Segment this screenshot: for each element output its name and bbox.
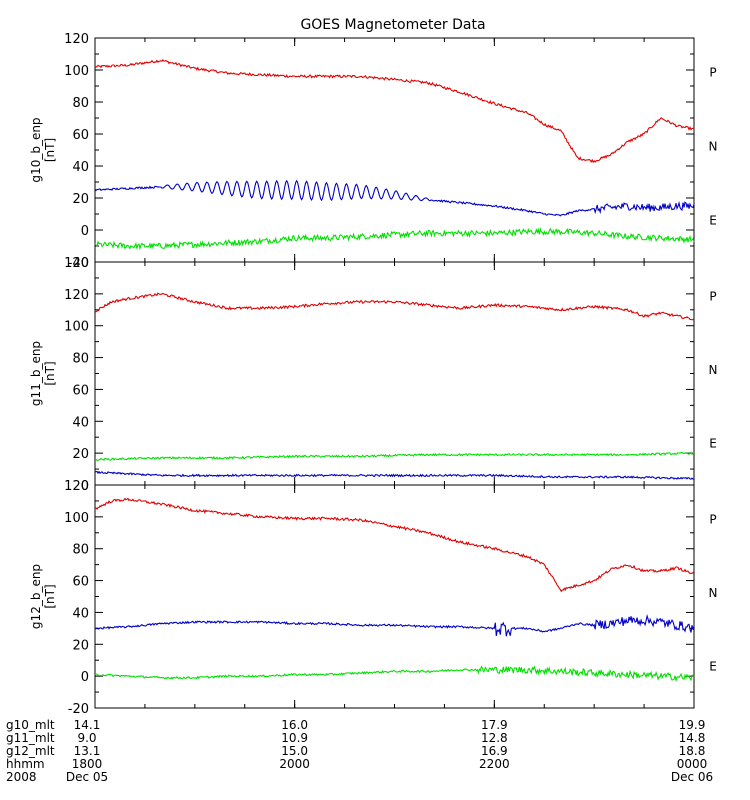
axis-row-label: g11_mlt — [6, 731, 55, 745]
series-E-line — [94, 470, 695, 480]
axis-tick-value: 10.9 — [281, 731, 308, 745]
y-tick-label: 100 — [64, 320, 89, 335]
series-N-line — [94, 451, 695, 461]
chart-title: GOES Magnetometer Data — [300, 17, 485, 33]
y-axis-label: g11_b_enp — [29, 341, 43, 406]
y-tick-label: 20 — [72, 447, 89, 462]
axis-tick-value: 16.9 — [481, 744, 508, 758]
y-tick-label: 20 — [72, 192, 89, 207]
y-tick-label: 60 — [72, 383, 89, 398]
y-axis-unit: [nT] — [43, 361, 57, 385]
axis-tick-value: 14.8 — [679, 731, 706, 745]
y-axis-unit: [nT] — [43, 138, 57, 162]
legend-E: E — [709, 660, 717, 674]
series-N-line — [94, 226, 695, 251]
legend-N: N — [709, 363, 718, 377]
y-tick-label: 60 — [72, 575, 89, 590]
y-tick-label: 40 — [72, 160, 89, 175]
axis-tick-value: 14.1 — [74, 718, 101, 732]
y-axis-label: g10_b_enp — [29, 117, 43, 182]
axis-row-label: g10_mlt — [6, 718, 55, 732]
y-tick-label: 40 — [72, 606, 89, 621]
panel-2-frame — [94, 261, 695, 486]
y-tick-label: 100 — [64, 511, 89, 526]
y-tick-label: 60 — [72, 128, 89, 143]
y-tick-label: 80 — [72, 352, 89, 367]
axis-tick-value: 9.0 — [77, 731, 96, 745]
axis-tick-value: 2000 — [279, 757, 310, 771]
axis-tick-value: 17.9 — [481, 718, 508, 732]
axis-row-label: 2008 — [6, 770, 37, 784]
series-E-line — [94, 613, 695, 637]
y-axis-unit: [nT] — [43, 584, 57, 608]
y-tick-label: -20 — [68, 702, 89, 717]
y-tick-label: 120 — [64, 288, 89, 303]
legend-P: P — [709, 66, 716, 80]
axis-tick-value: 16.0 — [281, 718, 308, 732]
y-tick-label: 140 — [64, 256, 89, 271]
y-tick-label: 20 — [72, 638, 89, 653]
axis-row-label: g12_mlt — [6, 744, 55, 758]
axis-tick-value: 18.8 — [679, 744, 706, 758]
series-P-line — [94, 497, 695, 593]
legend-P: P — [709, 512, 716, 526]
axis-row-label: hhmm — [6, 757, 45, 771]
series-P-line — [94, 59, 695, 164]
legend-E: E — [709, 213, 717, 227]
axis-tick-value: Dec 05 — [66, 770, 108, 784]
series-E-line — [94, 179, 695, 217]
y-tick-label: 0 — [81, 224, 89, 239]
axis-tick-value: 13.1 — [74, 744, 101, 758]
legend-E: E — [709, 437, 717, 451]
axis-tick-value: 12.8 — [481, 731, 508, 745]
panel-1-frame — [94, 37, 695, 263]
axis-tick-value: 2200 — [479, 757, 510, 771]
axis-tick-value: 1800 — [72, 757, 103, 771]
axis-tick-value: 19.9 — [679, 718, 706, 732]
y-tick-label: 120 — [64, 32, 89, 47]
y-tick-label: 0 — [81, 479, 89, 494]
axis-tick-value: 15.0 — [281, 744, 308, 758]
y-tick-label: 120 — [64, 479, 89, 494]
y-tick-label: 100 — [64, 64, 89, 79]
y-axis-label: g12_b_enp — [29, 564, 43, 629]
series-P-line — [94, 292, 695, 321]
y-tick-label: 40 — [72, 415, 89, 430]
series-N-line — [94, 665, 695, 683]
legend-N: N — [709, 586, 718, 600]
legend-N: N — [709, 140, 718, 154]
y-tick-label: -20 — [68, 256, 89, 271]
legend-P: P — [709, 289, 716, 303]
y-tick-label: 80 — [72, 96, 89, 111]
y-tick-label: 0 — [81, 670, 89, 685]
y-tick-label: 80 — [72, 543, 89, 558]
axis-tick-value: Dec 06 — [671, 770, 713, 784]
axis-tick-value: 0000 — [677, 757, 708, 771]
